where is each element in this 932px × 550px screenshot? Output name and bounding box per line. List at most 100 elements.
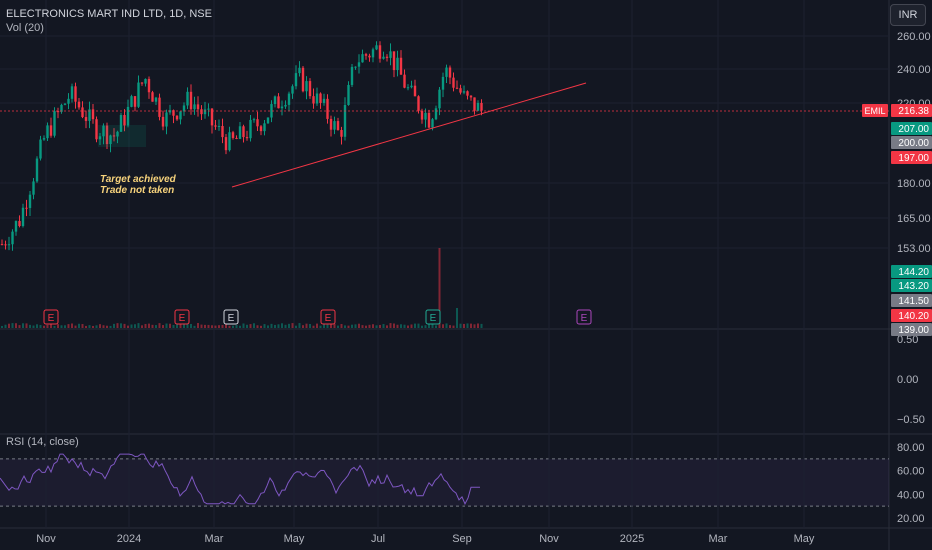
volume-bar <box>480 323 483 328</box>
currency-button[interactable]: INR <box>890 4 926 26</box>
chart-annotation[interactable]: Target achieved Trade not taken <box>100 174 176 196</box>
candle-body <box>399 57 403 75</box>
volume-bar <box>221 324 224 328</box>
volume-bar <box>428 324 430 328</box>
candle-body <box>207 108 210 110</box>
volume-bar <box>197 323 199 328</box>
volume-bar <box>67 324 70 328</box>
volume-bar <box>389 323 392 328</box>
earnings-marker[interactable]: E <box>43 309 59 325</box>
candle-body <box>273 96 277 105</box>
volume-bar <box>232 325 234 328</box>
volume-bar <box>225 323 227 328</box>
candle-body <box>210 108 214 126</box>
volume-bar <box>242 323 245 328</box>
price-tag: 139.00 <box>898 325 929 336</box>
earnings-marker-label: E <box>325 313 332 324</box>
candle-body <box>417 96 420 111</box>
candle-body <box>119 115 123 132</box>
volume-bar <box>260 325 262 328</box>
candle-body <box>70 86 74 99</box>
candle-body <box>392 51 396 71</box>
earnings-marker-label: E <box>430 313 437 324</box>
earnings-marker[interactable]: E <box>576 309 592 325</box>
volume-label[interactable]: Vol (20) <box>6 22 44 34</box>
volume-bar <box>179 324 182 328</box>
earnings-marker-label: E <box>179 313 186 324</box>
volume-bar <box>151 324 154 328</box>
volume-bar <box>365 325 367 328</box>
candle-body <box>133 96 137 107</box>
candle-body <box>158 97 161 117</box>
candle-body <box>291 86 294 94</box>
volume-bar <box>323 323 325 328</box>
volume-bar <box>200 324 203 328</box>
candle-body <box>42 138 46 140</box>
volume-bar <box>442 324 444 328</box>
volume-bar <box>211 325 213 328</box>
candle-body <box>196 104 200 110</box>
candle-body <box>81 107 84 118</box>
price-tag: 141.50 <box>898 296 929 307</box>
candle-body <box>63 103 67 105</box>
volume-bar <box>144 323 147 328</box>
volume-bar <box>172 324 175 328</box>
volume-bar <box>39 324 42 328</box>
volume-bar <box>347 325 350 328</box>
candle-body <box>308 81 312 97</box>
candle-body <box>154 97 158 102</box>
symbol-title[interactable]: ELECTRONICS MART IND LTD, 1D, NSE <box>6 8 212 20</box>
volume-bar <box>372 324 374 328</box>
candle-body <box>18 221 21 227</box>
volume-bar <box>50 324 52 328</box>
price-tick-label: 153.00 <box>897 243 931 255</box>
volume-bar <box>368 324 371 328</box>
volume-bar <box>319 325 322 328</box>
volume-bar <box>46 324 49 328</box>
earnings-marker-label: E <box>228 313 235 324</box>
volume-bar <box>99 324 101 328</box>
candle-body <box>424 112 427 120</box>
volume-bar <box>134 324 136 328</box>
volume-bar <box>186 323 189 328</box>
candle-body <box>452 77 455 88</box>
candle-body <box>438 89 441 109</box>
volume-bar <box>396 324 399 328</box>
candle-body <box>434 108 438 120</box>
candle-body <box>189 91 193 110</box>
volume-bar <box>449 325 451 328</box>
price-tag: 144.20 <box>898 267 929 278</box>
volume-bar <box>141 325 143 328</box>
candle-body <box>242 126 245 138</box>
candle-body <box>322 98 326 103</box>
earnings-marker[interactable]: E <box>320 309 336 325</box>
volume-bar <box>214 325 217 328</box>
volume-bar <box>417 323 420 328</box>
rsi-tick-label: 80.00 <box>897 442 925 454</box>
price-tag-bg <box>891 122 932 135</box>
volume-bar <box>106 325 108 328</box>
earnings-marker[interactable]: E <box>223 309 239 325</box>
volume-bar <box>333 323 336 328</box>
indicator-tick-label: −0.50 <box>897 414 925 426</box>
time-tick-label: 2024 <box>117 533 141 545</box>
volume-bar <box>64 325 66 328</box>
candle-body <box>203 109 207 115</box>
price-tag-bg <box>891 104 932 117</box>
candle-body <box>266 117 270 124</box>
price-tag-bg <box>891 309 932 322</box>
volume-bar <box>267 325 269 328</box>
candle-body <box>238 126 242 139</box>
candle-body <box>357 62 361 67</box>
candle-body <box>350 66 354 85</box>
volume-bar <box>169 323 171 328</box>
volume-bar <box>344 325 346 328</box>
candle-body <box>245 137 249 139</box>
earnings-marker[interactable]: E <box>425 309 441 325</box>
earnings-marker[interactable]: E <box>174 309 190 325</box>
price-tick-label: 260.00 <box>897 31 931 43</box>
volume-bar <box>113 323 115 328</box>
candle-body <box>95 119 98 140</box>
candle-body <box>455 87 459 89</box>
